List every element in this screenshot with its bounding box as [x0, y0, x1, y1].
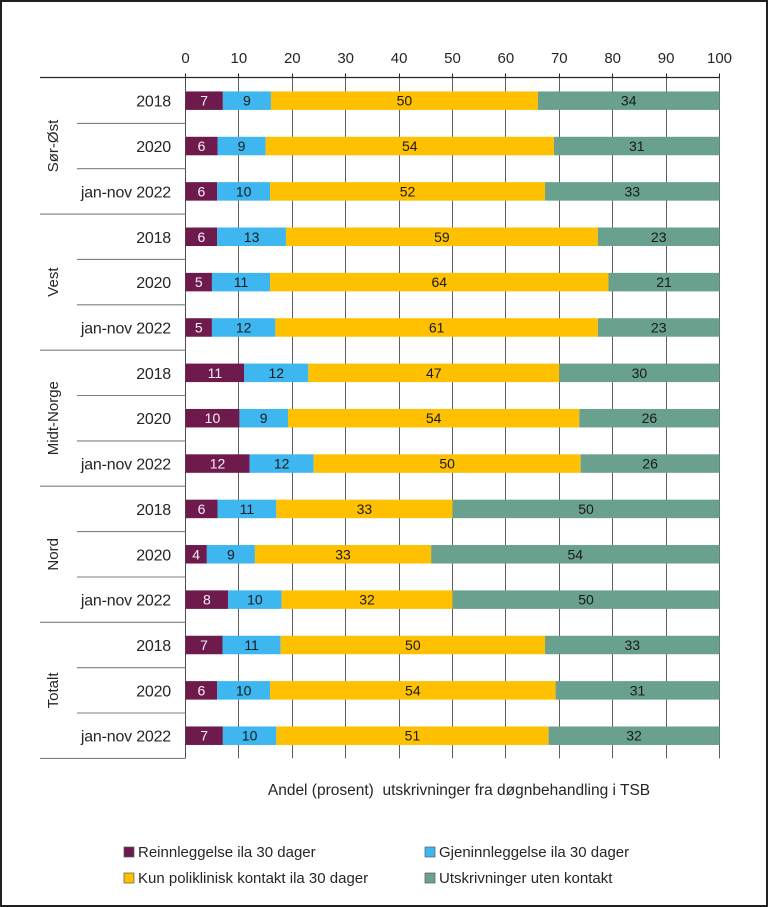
svg-text:50: 50: [397, 93, 413, 109]
svg-text:90: 90: [658, 50, 675, 67]
svg-text:80: 80: [604, 50, 621, 67]
svg-text:Reinnleggelse ila 30 dager: Reinnleggelse ila 30 dager: [138, 844, 316, 861]
svg-text:54: 54: [405, 682, 421, 698]
svg-text:Sør-Øst: Sør-Øst: [45, 119, 62, 172]
svg-text:51: 51: [405, 728, 421, 744]
svg-text:50: 50: [578, 501, 594, 517]
svg-text:2020: 2020: [136, 275, 171, 292]
svg-text:34: 34: [621, 93, 637, 109]
svg-text:jan-nov 2022: jan-nov 2022: [80, 457, 171, 474]
svg-text:10: 10: [236, 183, 252, 199]
svg-text:7: 7: [200, 93, 208, 109]
svg-text:10: 10: [242, 728, 258, 744]
svg-text:26: 26: [642, 456, 658, 472]
svg-text:9: 9: [243, 93, 251, 109]
svg-text:33: 33: [624, 183, 640, 199]
svg-text:Vest: Vest: [45, 267, 62, 297]
svg-text:21: 21: [656, 274, 672, 290]
svg-text:31: 31: [630, 682, 646, 698]
svg-text:10: 10: [236, 682, 252, 698]
svg-text:100: 100: [707, 50, 732, 67]
svg-text:50: 50: [578, 592, 594, 608]
svg-text:jan-nov 2022: jan-nov 2022: [80, 320, 171, 337]
svg-text:32: 32: [626, 728, 642, 744]
svg-text:61: 61: [429, 319, 445, 335]
svg-text:2018: 2018: [136, 502, 171, 519]
svg-text:52: 52: [400, 183, 416, 199]
svg-text:2018: 2018: [136, 366, 171, 383]
svg-text:jan-nov 2022: jan-nov 2022: [80, 593, 171, 610]
svg-text:2020: 2020: [136, 547, 171, 564]
svg-text:2020: 2020: [136, 683, 171, 700]
svg-text:2018: 2018: [136, 638, 171, 655]
svg-text:jan-nov 2022: jan-nov 2022: [80, 729, 171, 746]
svg-text:6: 6: [197, 682, 205, 698]
svg-text:2020: 2020: [136, 139, 171, 156]
svg-text:2018: 2018: [136, 230, 171, 247]
svg-text:Andel (prosent) utskrivninger: Andel (prosent) utskrivninger fra døgnbe…: [268, 782, 650, 799]
svg-text:23: 23: [651, 319, 667, 335]
svg-text:50: 50: [444, 50, 461, 67]
svg-text:5: 5: [195, 319, 203, 335]
svg-text:11: 11: [244, 637, 259, 653]
svg-text:60: 60: [498, 50, 515, 67]
svg-text:33: 33: [335, 546, 351, 562]
svg-text:6: 6: [197, 229, 205, 245]
svg-text:10: 10: [231, 50, 248, 67]
svg-text:12: 12: [210, 456, 226, 472]
svg-text:59: 59: [434, 229, 450, 245]
svg-text:12: 12: [274, 456, 290, 472]
svg-text:11: 11: [208, 365, 223, 381]
svg-text:54: 54: [426, 410, 442, 426]
svg-text:7: 7: [200, 637, 208, 653]
svg-text:Utskrivninger uten kontakt: Utskrivninger uten kontakt: [439, 870, 613, 887]
svg-text:6: 6: [198, 138, 206, 154]
svg-text:30: 30: [337, 50, 354, 67]
svg-text:12: 12: [236, 319, 252, 335]
svg-text:6: 6: [198, 501, 206, 517]
svg-text:2018: 2018: [136, 94, 171, 111]
svg-text:33: 33: [624, 637, 640, 653]
svg-text:2020: 2020: [136, 411, 171, 428]
svg-text:50: 50: [405, 637, 421, 653]
svg-text:Totalt: Totalt: [45, 672, 62, 709]
svg-text:Gjeninnleggelse ila 30 dager: Gjeninnleggelse ila 30 dager: [439, 844, 629, 861]
svg-text:11: 11: [240, 501, 255, 517]
svg-text:33: 33: [357, 501, 373, 517]
svg-text:13: 13: [244, 229, 260, 245]
svg-text:11: 11: [234, 274, 249, 290]
svg-text:54: 54: [402, 138, 418, 154]
svg-text:7: 7: [200, 728, 208, 744]
svg-text:32: 32: [359, 592, 375, 608]
svg-text:6: 6: [197, 183, 205, 199]
svg-text:12: 12: [268, 365, 284, 381]
svg-text:10: 10: [247, 592, 263, 608]
svg-text:Midt-Norge: Midt-Norge: [45, 381, 62, 455]
svg-text:40: 40: [391, 50, 408, 67]
svg-text:30: 30: [632, 365, 648, 381]
svg-text:9: 9: [238, 138, 246, 154]
svg-text:70: 70: [551, 50, 568, 67]
svg-text:8: 8: [203, 592, 211, 608]
svg-text:9: 9: [227, 546, 235, 562]
svg-text:64: 64: [431, 274, 447, 290]
svg-text:20: 20: [284, 50, 301, 67]
svg-text:26: 26: [642, 410, 658, 426]
svg-text:jan-nov 2022: jan-nov 2022: [80, 184, 171, 201]
svg-text:Kun poliklinisk kontakt ila 30: Kun poliklinisk kontakt ila 30 dager: [138, 870, 368, 887]
svg-text:31: 31: [629, 138, 645, 154]
svg-text:Nord: Nord: [45, 538, 62, 571]
svg-text:5: 5: [195, 274, 203, 290]
svg-text:9: 9: [260, 410, 268, 426]
svg-text:54: 54: [568, 546, 584, 562]
svg-text:4: 4: [192, 546, 200, 562]
svg-text:23: 23: [651, 229, 667, 245]
svg-text:47: 47: [426, 365, 442, 381]
svg-text:10: 10: [205, 410, 221, 426]
svg-text:50: 50: [439, 456, 455, 472]
svg-text:0: 0: [181, 50, 189, 67]
